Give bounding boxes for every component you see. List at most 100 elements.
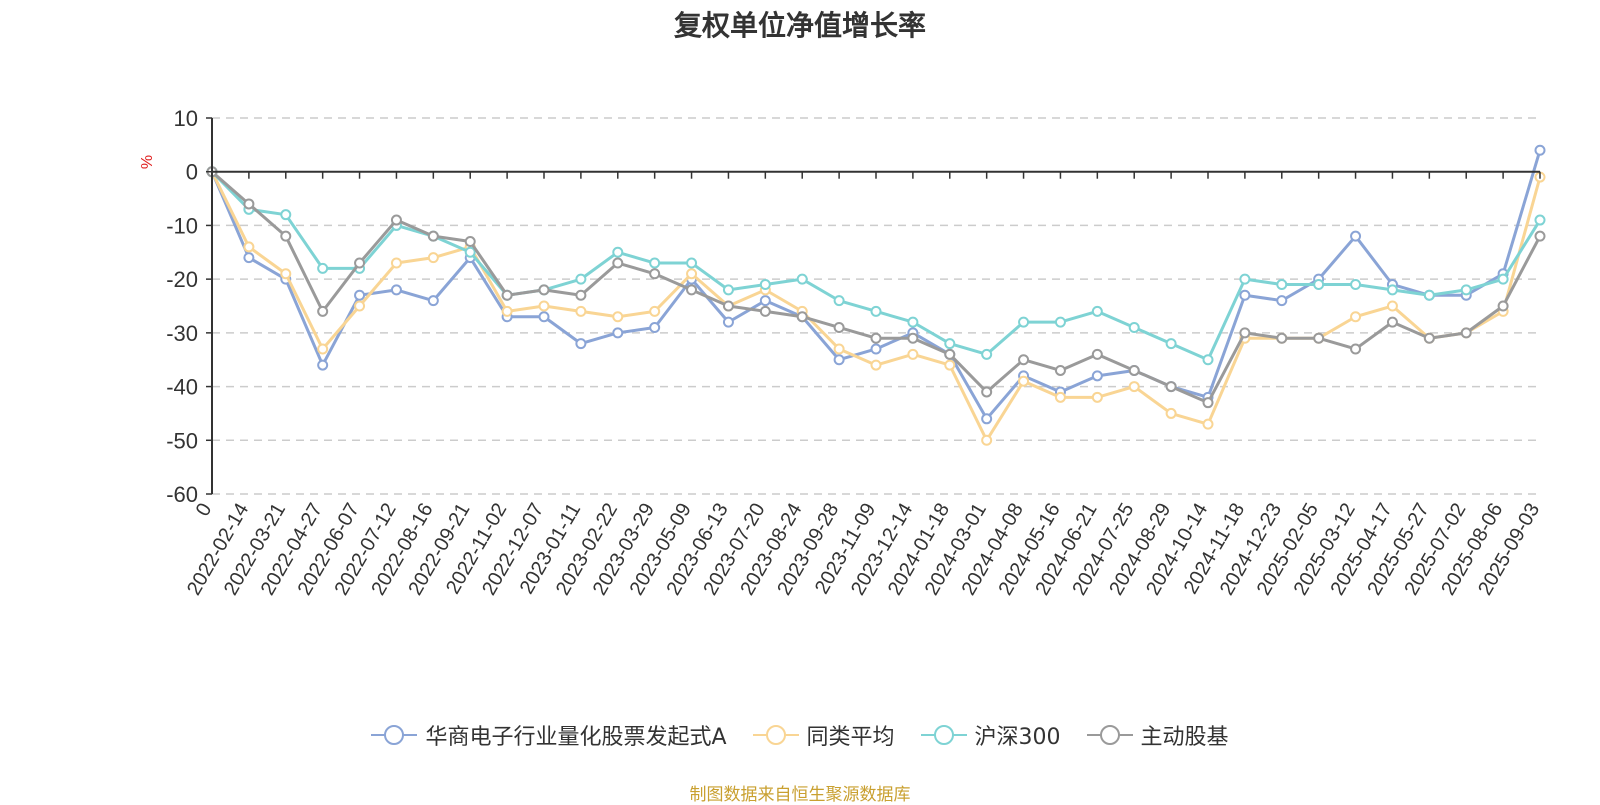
data-point bbox=[944, 359, 956, 371]
data-point bbox=[1091, 391, 1103, 403]
data-point bbox=[1386, 316, 1398, 328]
data-point bbox=[944, 338, 956, 350]
data-point bbox=[833, 343, 845, 355]
data-point bbox=[1423, 289, 1435, 301]
y-tick-label: 10 bbox=[174, 106, 198, 131]
data-point bbox=[1534, 214, 1546, 226]
data-point bbox=[686, 257, 698, 269]
legend-item[interactable]: 华商电子行业量化股票发起式A bbox=[371, 719, 727, 751]
data-point bbox=[538, 284, 550, 296]
data-point bbox=[1313, 332, 1325, 344]
data-point bbox=[1313, 279, 1325, 291]
data-point bbox=[722, 316, 734, 328]
legend-item[interactable]: 沪深300 bbox=[920, 719, 1061, 751]
data-point bbox=[649, 268, 661, 280]
y-tick-label: -30 bbox=[166, 321, 198, 346]
data-point bbox=[759, 279, 771, 291]
data-point bbox=[243, 198, 255, 210]
data-point bbox=[538, 311, 550, 323]
data-point bbox=[1018, 354, 1030, 366]
y-tick-label: -40 bbox=[166, 375, 198, 400]
x-tick-label: 0 bbox=[192, 500, 217, 521]
chart-title: 复权单位净值增长率 bbox=[673, 9, 926, 42]
data-point bbox=[1018, 375, 1030, 387]
data-point bbox=[464, 236, 476, 248]
legend-marker-icon bbox=[1086, 725, 1133, 745]
data-point bbox=[575, 289, 587, 301]
data-point bbox=[1386, 300, 1398, 312]
data-point bbox=[538, 300, 550, 312]
data-point bbox=[981, 413, 993, 425]
data-point bbox=[649, 321, 661, 333]
data-point bbox=[317, 305, 329, 317]
data-point bbox=[870, 359, 882, 371]
data-point bbox=[981, 348, 993, 360]
data-point bbox=[1460, 327, 1472, 339]
axes: 100-10-20-30-40-50-6002022-02-142022-03-… bbox=[166, 106, 1544, 599]
data-point bbox=[1239, 327, 1251, 339]
data-point bbox=[612, 257, 624, 269]
y-tick-label: 0 bbox=[186, 160, 198, 185]
data-point bbox=[1202, 397, 1214, 409]
data-point bbox=[1350, 343, 1362, 355]
data-point bbox=[686, 284, 698, 296]
data-point bbox=[280, 230, 292, 242]
data-point bbox=[833, 295, 845, 307]
data-point bbox=[501, 305, 513, 317]
data-point bbox=[1128, 364, 1140, 376]
data-point bbox=[612, 327, 624, 339]
data-point bbox=[981, 434, 993, 446]
y-tick-label: -10 bbox=[166, 213, 198, 238]
y-axis-label: % bbox=[139, 155, 156, 169]
data-point bbox=[722, 284, 734, 296]
chart-legend: 华商电子行业量化股票发起式A 同类平均 沪深300 主动股基 bbox=[0, 720, 1600, 750]
data-point bbox=[1165, 381, 1177, 393]
data-point bbox=[907, 348, 919, 360]
data-point bbox=[796, 273, 808, 285]
data-point bbox=[1054, 364, 1066, 376]
y-tick-label: -20 bbox=[166, 267, 198, 292]
data-point bbox=[870, 305, 882, 317]
data-point bbox=[1497, 300, 1509, 312]
data-point bbox=[1239, 273, 1251, 285]
legend-item[interactable]: 同类平均 bbox=[752, 719, 895, 751]
data-point bbox=[1460, 284, 1472, 296]
data-point bbox=[1276, 295, 1288, 307]
data-point bbox=[575, 273, 587, 285]
legend-marker-icon bbox=[752, 725, 799, 745]
data-point bbox=[833, 321, 845, 333]
data-point bbox=[317, 359, 329, 371]
data-point bbox=[1350, 311, 1362, 323]
data-point bbox=[1202, 418, 1214, 430]
data-point bbox=[243, 252, 255, 264]
data-point bbox=[501, 289, 513, 301]
legend-item[interactable]: 主动股基 bbox=[1086, 719, 1229, 751]
data-point bbox=[612, 246, 624, 258]
y-tick-label: -50 bbox=[166, 428, 198, 453]
data-point bbox=[280, 268, 292, 280]
data-point bbox=[944, 348, 956, 360]
data-point bbox=[981, 386, 993, 398]
data-point bbox=[390, 284, 402, 296]
data-point bbox=[1202, 354, 1214, 366]
data-point bbox=[317, 343, 329, 355]
y-tick-label: -60 bbox=[166, 482, 198, 507]
data-point bbox=[390, 214, 402, 226]
data-point bbox=[390, 257, 402, 269]
data-point bbox=[907, 332, 919, 344]
data-point bbox=[612, 311, 624, 323]
data-point bbox=[1018, 316, 1030, 328]
data-point bbox=[575, 305, 587, 317]
data-point bbox=[1534, 144, 1546, 156]
data-point bbox=[317, 262, 329, 274]
line-chart: 100-10-20-30-40-50-6002022-02-142022-03-… bbox=[139, 106, 1546, 599]
data-point bbox=[354, 257, 366, 269]
legend-marker-icon bbox=[920, 725, 967, 745]
data-point bbox=[1091, 348, 1103, 360]
data-point bbox=[1276, 332, 1288, 344]
data-point bbox=[243, 241, 255, 253]
data-point bbox=[1091, 370, 1103, 382]
data-point bbox=[1497, 273, 1509, 285]
data-point bbox=[759, 295, 771, 307]
data-point bbox=[575, 338, 587, 350]
